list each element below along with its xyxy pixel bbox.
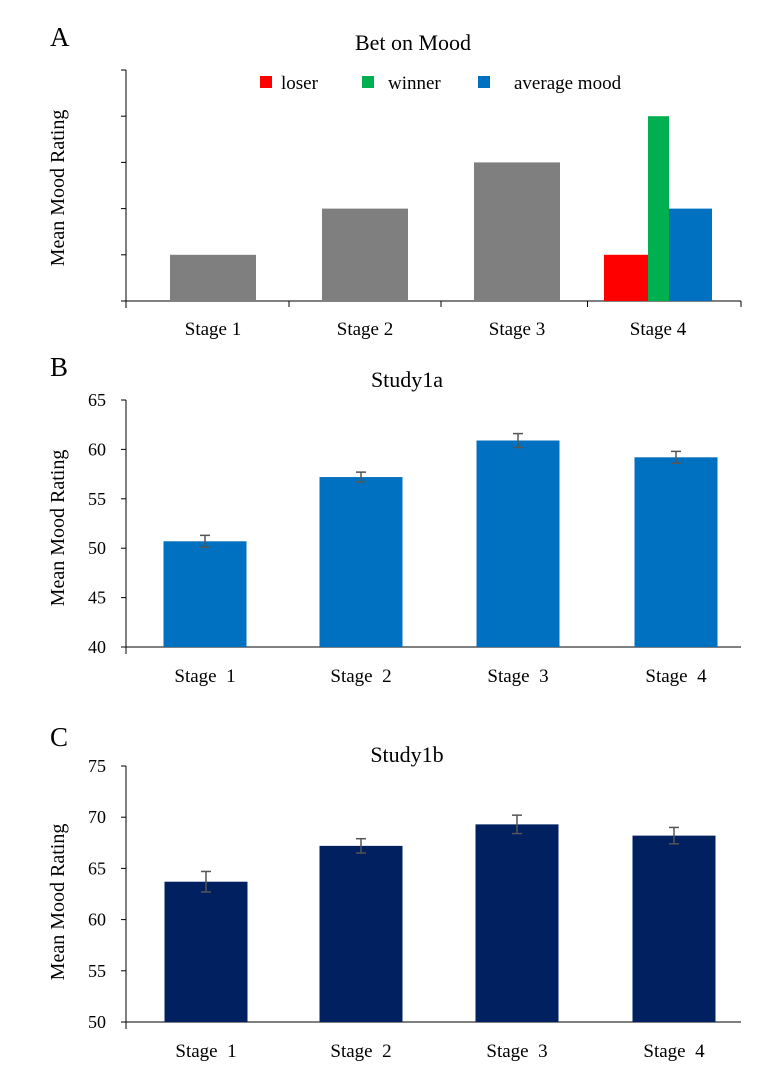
legend-swatch-winner (362, 76, 374, 88)
y-tick-label-c-1: 55 (88, 961, 106, 981)
legend-label-winner: winner (388, 73, 441, 94)
panel-letter-b: B (50, 352, 68, 382)
x-tick-label-c-1: Stage 1 (175, 1041, 236, 1062)
y-tick-label-c-0: 50 (88, 1012, 106, 1032)
x-tick-label-a-3: Stage 3 (489, 319, 545, 340)
x-tick-label-c-3: Stage 3 (486, 1041, 547, 1062)
x-tick-label-c-4: Stage 4 (643, 1041, 705, 1062)
bar-b-3 (476, 440, 560, 647)
y-tick-label-c-3: 65 (88, 858, 106, 878)
bar-c-1 (164, 881, 248, 1022)
y-axis-label-c: Mean Mood Rating (47, 824, 69, 981)
legend-swatch-loser (260, 76, 272, 88)
bar-b-1 (163, 541, 247, 647)
legend-a: loser winner average mood (260, 73, 622, 94)
bar-a-4-average-mood (669, 208, 712, 301)
plot-area-c: 50 55 60 65 70 75 Stage 1 Stage 2 Stage 3 Stage 4 (88, 756, 741, 1062)
bar-a-1 (170, 254, 256, 301)
x-tick-label-b-1: Stage 1 (174, 666, 235, 687)
bar-a-4-winner (648, 116, 669, 301)
chart-title-a: Bet on Mood (355, 30, 471, 55)
bar-c-4 (632, 835, 716, 1022)
x-tick-label-b-3: Stage 3 (487, 666, 548, 687)
legend-swatch-average-mood (478, 76, 490, 88)
x-tick-label-a-2: Stage 2 (337, 319, 393, 340)
legend-label-average-mood: average mood (514, 73, 622, 94)
x-tick-label-b-2: Stage 2 (330, 666, 391, 687)
plot-area-a: Stage 1 Stage 2 Stage 3 Stage 4 (121, 69, 742, 340)
x-tick-label-b-4: Stage 4 (645, 666, 707, 687)
bar-c-2 (319, 845, 403, 1022)
x-tick-label-c-2: Stage 2 (330, 1041, 391, 1062)
chart-title-b: Study1a (371, 367, 443, 392)
y-axis-label-a: Mean Mood Rating (47, 110, 69, 267)
bar-b-2 (319, 477, 403, 647)
legend-label-loser: loser (281, 73, 319, 94)
y-tick-label-b-2: 50 (88, 538, 106, 558)
bar-a-3 (474, 162, 560, 301)
y-tick-label-b-5: 65 (88, 390, 106, 410)
bar-b-4 (634, 457, 718, 647)
y-tick-label-b-4: 60 (88, 439, 106, 459)
y-tick-label-b-1: 45 (88, 588, 106, 608)
y-tick-label-c-2: 60 (88, 910, 106, 930)
panel-letter-c: C (50, 722, 68, 752)
y-tick-label-b-3: 55 (88, 489, 106, 509)
bar-a-2 (322, 208, 408, 301)
y-tick-label-c-5: 75 (88, 756, 106, 776)
x-tick-label-a-1: Stage 1 (185, 319, 241, 340)
x-tick-label-a-4: Stage 4 (630, 319, 687, 340)
chart-title-c: Study1b (370, 742, 443, 767)
y-tick-label-c-4: 70 (88, 807, 106, 827)
bar-a-4-loser (604, 254, 648, 301)
plot-area-b: 40 45 50 55 60 65 Stage 1 Stage 2 Stage 3 Stage 4 (88, 390, 741, 687)
panel-letter-a: A (50, 22, 70, 52)
y-axis-label-b: Mean Mood Rating (47, 450, 69, 607)
y-tick-label-b-0: 40 (88, 637, 106, 657)
bar-c-3 (475, 824, 559, 1022)
